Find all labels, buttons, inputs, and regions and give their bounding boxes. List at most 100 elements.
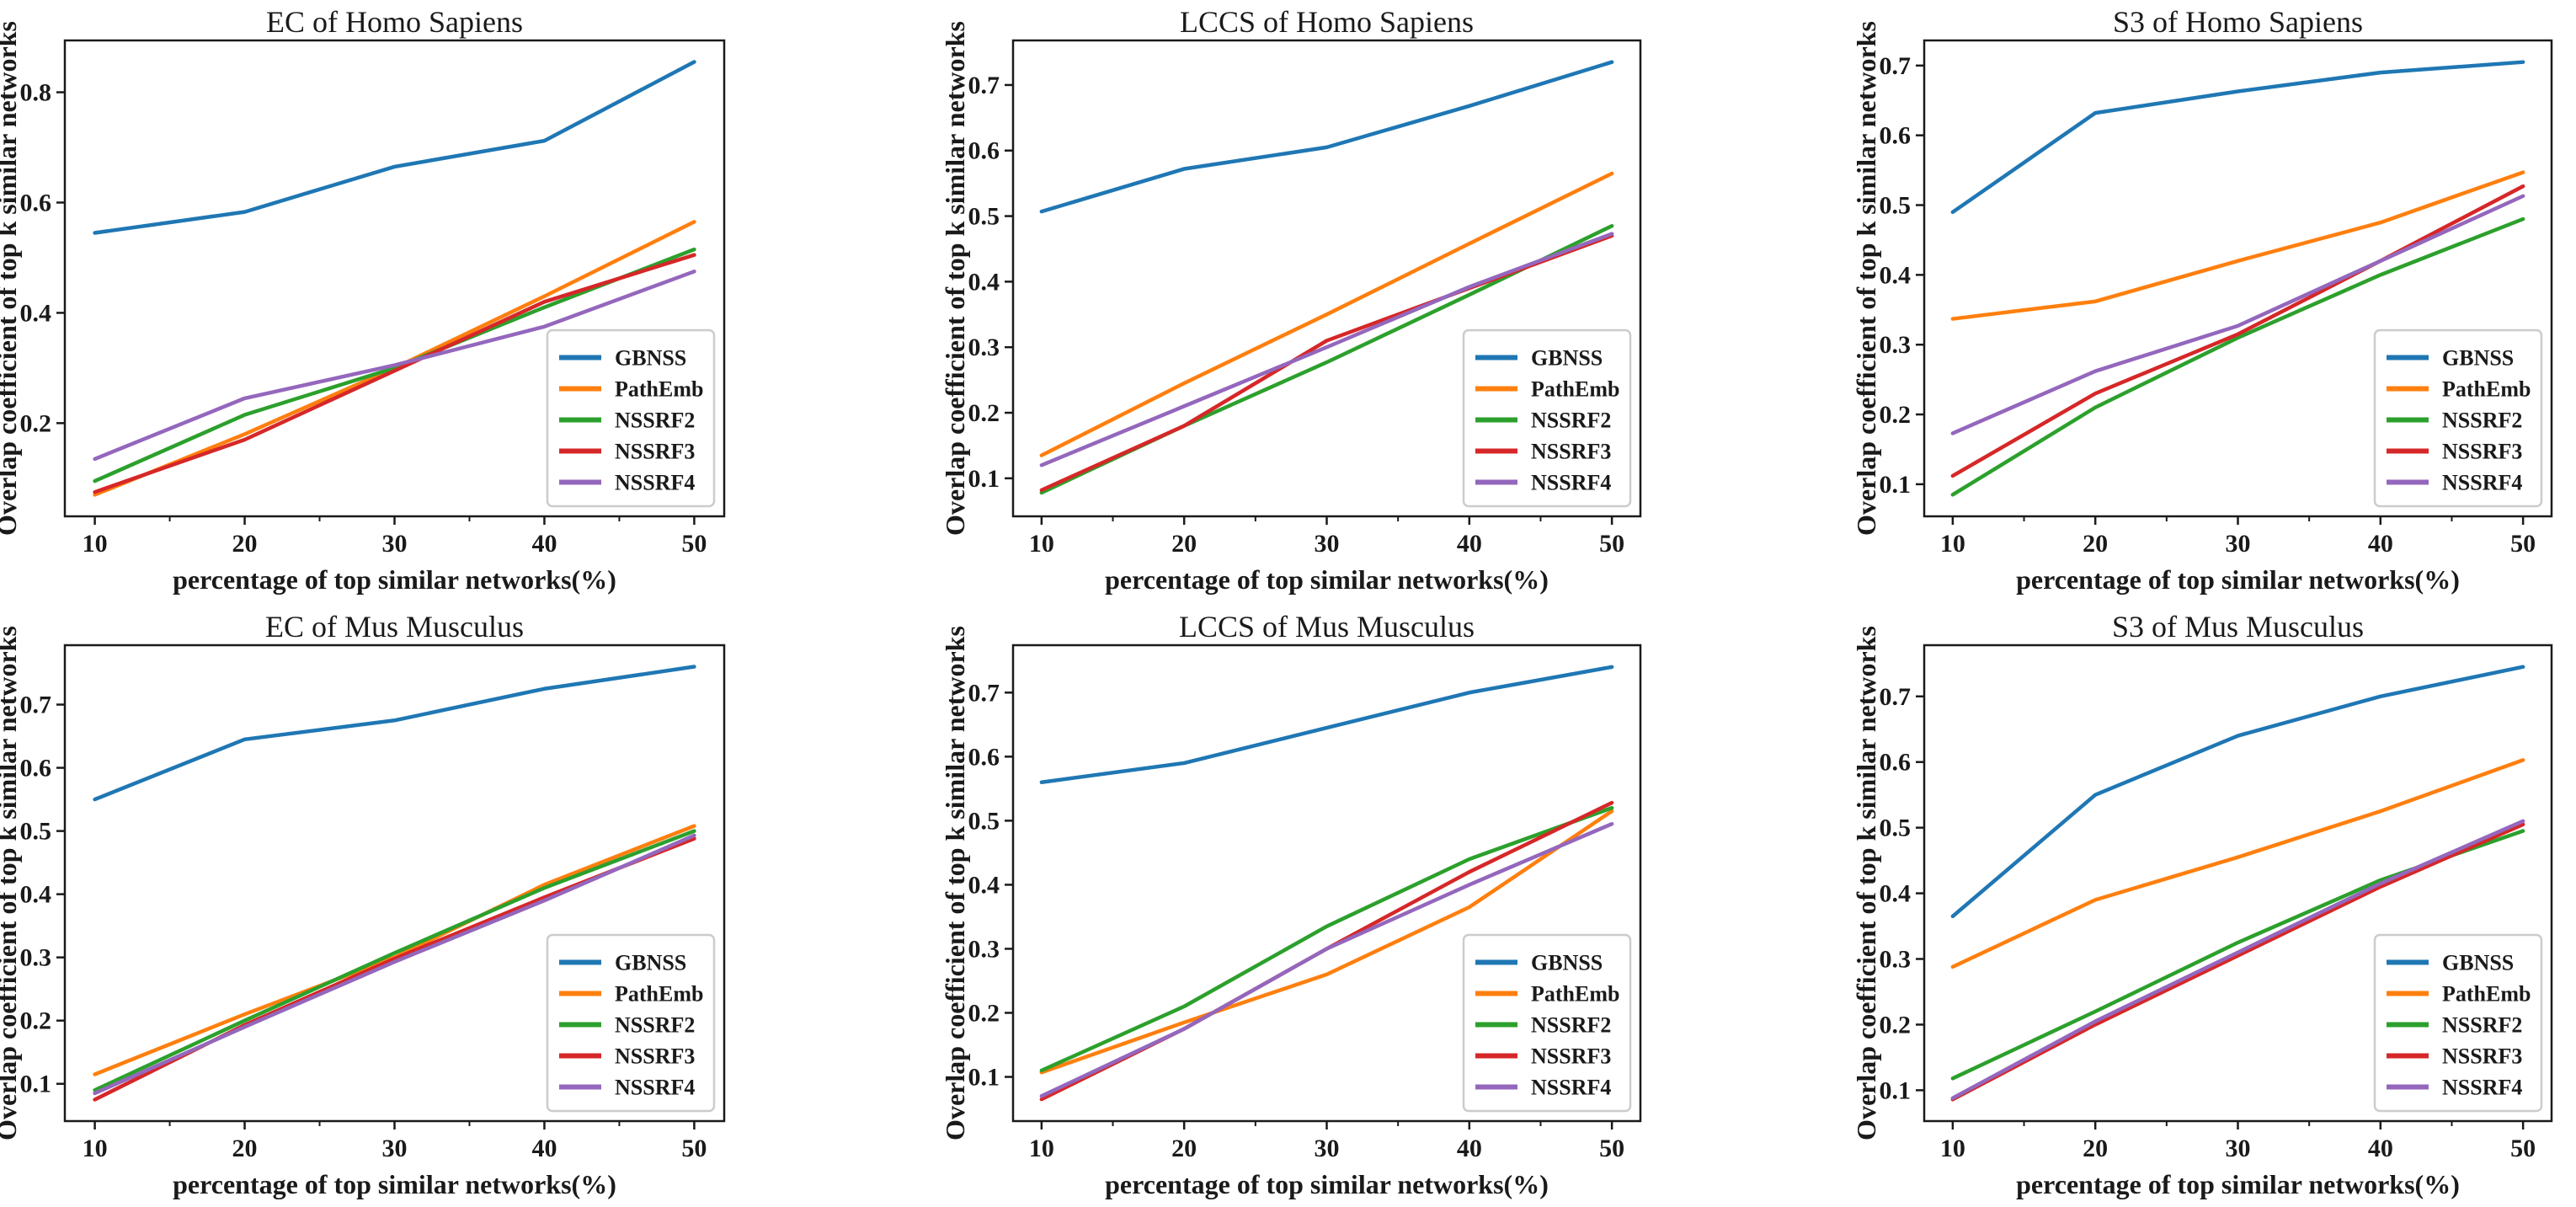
legend-label-nssrf2: NSSRF2 [2442,409,2522,433]
subplot-ec-of-mus-musculus: EC of Mus Musculus percentage of top simi… [0,610,726,1199]
plot-box [63,39,726,518]
legend-label-pathemb: PathEmb [1531,377,1619,402]
legend: GBNSS PathEmb NSSRF2 NSSRF3 NSSRF4 [2373,933,2543,1113]
y-tick-label: 0.2 [1880,1011,1912,1039]
legend-label-pathemb: PathEmb [2442,982,2531,1007]
y-tick-label: 0.2 [968,999,1000,1027]
subplot-lccs-of-mus-musculus: LCCS of Mus Musculus percentage of top si… [940,610,1642,1199]
legend-label-nssrf4: NSSRF4 [1531,471,1611,495]
legend-box [546,933,716,1113]
y-tick-label: 0.4 [1880,880,1912,908]
x-axis-label: percentage of top similar networks(%) [173,1169,616,1199]
series-line-nssrf3 [93,253,696,494]
y-tick-label: 0.3 [968,334,1000,361]
y-tick-label: 0.4 [968,871,1000,899]
legend-label-nssrf4: NSSRF4 [2442,471,2522,495]
y-tick-label: 0.5 [20,818,52,846]
legend-label-gbnss: GBNSS [615,346,686,371]
legend: GBNSS PathEmb NSSRF2 NSSRF3 NSSRF4 [2373,328,2543,508]
y-tick-label: 0.8 [20,79,52,107]
x-tick-label: 50 [1599,1135,1624,1162]
legend-label-nssrf2: NSSRF2 [1531,1013,1611,1038]
y-tick-label: 0.2 [20,1007,52,1035]
y-tick-label: 0.1 [1880,1076,1912,1104]
x-tick-label: 10 [1029,1135,1054,1162]
x-tick-label: 30 [2226,1135,2251,1162]
legend-label-nssrf4: NSSRF4 [2442,1076,2522,1100]
y-tick-label: 0.4 [20,299,52,327]
y-tick-label: 0.1 [20,1071,52,1098]
legend-label-nssrf3: NSSRF3 [2442,1044,2522,1069]
legend-label-nssrf2: NSSRF2 [2442,1013,2522,1038]
x-tick-label: 20 [232,1135,258,1162]
series-line-pathemb [1039,171,1614,457]
series-line-nssrf4 [93,270,696,462]
y-tick-label: 0.7 [20,692,52,719]
y-tick-label: 0.4 [968,268,1000,296]
y-axis-label: Overlap coefficient of top k similar net… [1851,21,1881,536]
x-tick-label: 50 [1599,530,1624,558]
y-tick-label: 0.7 [1880,683,1912,711]
x-tick-label: 20 [232,530,258,558]
legend-label-nssrf4: NSSRF4 [615,1076,695,1100]
x-tick-label: 30 [382,1135,408,1162]
chart-title: LCCS of Mus Musculus [1179,610,1475,644]
series-line-gbnss [93,60,696,235]
legend-label-nssrf2: NSSRF2 [1531,409,1611,433]
y-tick-label: 0.3 [1880,331,1912,359]
y-tick-label: 0.5 [968,203,1000,231]
legend-label-nssrf3: NSSRF3 [1531,440,1611,464]
y-tick-label: 0.3 [968,935,1000,963]
legend-label-nssrf3: NSSRF3 [2442,440,2522,464]
x-tick-label: 40 [531,530,557,558]
legend-label-nssrf3: NSSRF3 [1531,1044,1611,1069]
series-line-nssrf2 [93,829,696,1092]
legend-label-pathemb: PathEmb [1531,982,1619,1007]
legend: GBNSS PathEmb NSSRF2 NSSRF3 NSSRF4 [1462,328,1632,508]
legend-label-nssrf3: NSSRF3 [615,440,695,464]
series-line-pathemb [1950,170,2525,321]
legend-label-pathemb: PathEmb [615,377,703,402]
legend-label-pathemb: PathEmb [2442,377,2531,402]
chart-title: EC of Mus Musculus [265,610,524,644]
legend-label-gbnss: GBNSS [2442,346,2514,371]
x-tick-label: 30 [382,530,408,558]
x-tick-label: 40 [2368,1135,2393,1162]
legend-label-gbnss: GBNSS [2442,951,2514,975]
y-axis-label: Overlap coefficient of top k similar net… [1851,626,1881,1140]
legend: GBNSS PathEmb NSSRF2 NSSRF3 NSSRF4 [546,933,716,1113]
x-tick-label: 10 [83,1135,108,1162]
x-tick-label: 20 [2083,1135,2108,1162]
y-tick-label: 0.4 [1880,261,1912,289]
series-line-pathemb [1039,809,1614,1075]
y-tick-label: 0.5 [1880,814,1912,842]
plot-box [1011,644,1642,1123]
y-tick-label: 0.5 [968,807,1000,835]
y-tick-label: 0.7 [1880,52,1912,80]
legend-box [2373,328,2543,508]
x-tick-label: 40 [2368,530,2393,558]
x-tick-label: 10 [1029,530,1054,558]
legend-label-nssrf2: NSSRF2 [615,409,695,433]
x-tick-label: 30 [1315,1135,1340,1162]
y-tick-label: 0.7 [968,679,1000,707]
y-tick-label: 0.1 [1880,471,1912,499]
y-tick-label: 0.6 [20,755,52,782]
x-tick-label: 20 [1171,1135,1197,1162]
x-tick-label: 10 [83,530,108,558]
y-tick-label: 0.5 [1880,192,1912,220]
legend-label-gbnss: GBNSS [1531,951,1603,975]
x-axis-label: percentage of top similar networks(%) [2016,564,2460,595]
x-axis-label: percentage of top similar networks(%) [2016,1169,2460,1199]
subplot-s3-of-mus-musculus: S3 of Mus Musculus percentage of top simi… [1851,610,2553,1199]
x-tick-label: 40 [531,1135,557,1162]
plot-box [63,644,726,1123]
chart-title: S3 of Homo Sapiens [2113,5,2363,39]
legend-box [1462,328,1632,508]
subplot-s3-of-homo-sapiens: S3 of Homo Sapiens percentage of top simi… [1851,5,2553,595]
y-tick-label: 0.3 [20,944,52,972]
y-tick-label: 0.6 [20,189,52,216]
y-axis-label: Overlap coefficient of top k similar net… [940,21,970,536]
